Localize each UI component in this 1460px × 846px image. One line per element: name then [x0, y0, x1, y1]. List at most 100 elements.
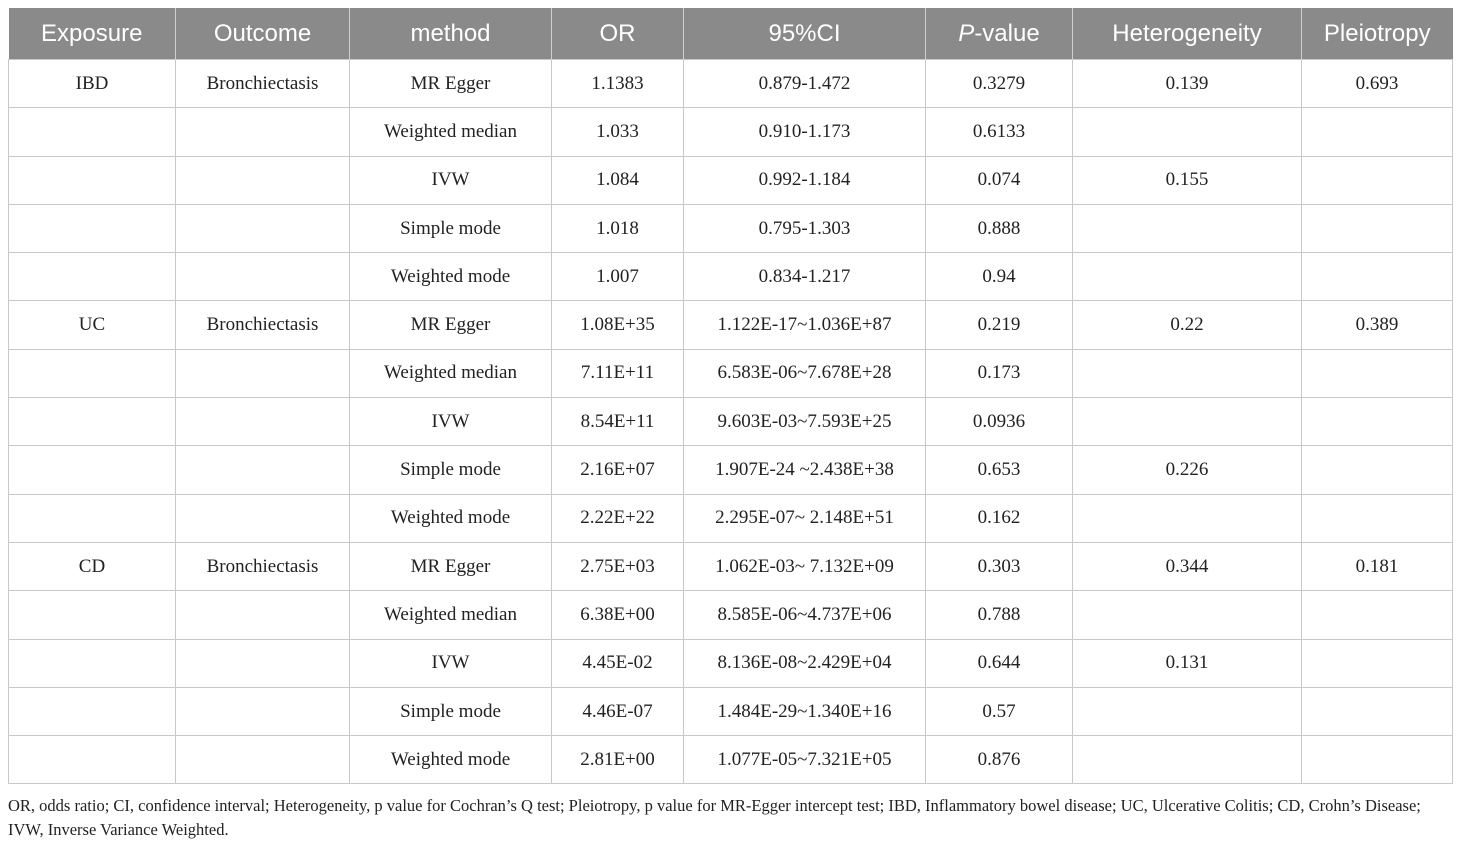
cell-het: 0.344 [1072, 541, 1302, 592]
cell-ci: 0.879-1.472 [683, 58, 926, 109]
cell-or: 2.81E+00 [551, 735, 684, 785]
cell-het [1072, 493, 1302, 543]
cell-exposure [8, 203, 176, 254]
cell-pleio [1301, 203, 1453, 254]
results-table-container: Exposure Outcome method OR 95%CI P-value… [8, 8, 1453, 842]
table-row: IVW 4.45E-02 8.136E-08~2.429E+04 0.644 0.131 [8, 638, 1453, 688]
cell-outcome [175, 155, 350, 205]
cell-or: 1.033 [551, 107, 684, 157]
header-p-italic: P [958, 19, 975, 47]
cell-method: IVW [349, 397, 552, 447]
cell-method: IVW [349, 155, 552, 205]
cell-exposure [8, 107, 176, 157]
cell-method: Simple mode [349, 203, 552, 254]
cell-het: 0.139 [1072, 58, 1302, 109]
cell-exposure [8, 348, 176, 399]
cell-pleio: 0.389 [1301, 300, 1453, 350]
cell-ci: 0.910-1.173 [683, 107, 926, 157]
cell-exposure [8, 445, 176, 495]
cell-pleio: 0.693 [1301, 58, 1453, 109]
cell-ci: 1.122E-17~1.036E+87 [683, 300, 926, 350]
cell-exposure [8, 397, 176, 447]
cell-outcome: Bronchiectasis [175, 300, 350, 350]
cell-ci: 1.907E-24 ~2.438E+38 [683, 445, 926, 495]
cell-outcome [175, 590, 350, 640]
cell-method: Weighted median [349, 590, 552, 640]
cell-exposure [8, 735, 176, 785]
cell-exposure [8, 590, 176, 640]
cell-or: 4.46E-07 [551, 686, 684, 737]
cell-p: 0.94 [925, 252, 1073, 302]
table-row: UC Bronchiectasis MR Egger 1.08E+35 1.122E-1… [8, 300, 1453, 350]
header-p-value: P-value [925, 8, 1073, 60]
cell-method: Simple mode [349, 445, 552, 495]
cell-exposure [8, 493, 176, 543]
table-row: Weighted median 6.38E+00 8.585E-06~4.737E+… [8, 590, 1453, 640]
header-p-rest: -value [974, 19, 1040, 47]
cell-het: 0.131 [1072, 638, 1302, 688]
cell-p: 0.162 [925, 493, 1073, 543]
cell-ci: 8.585E-06~4.737E+06 [683, 590, 926, 640]
header-outcome: Outcome [175, 8, 350, 60]
table-footnote: OR, odds ratio; CI, confidence interval;… [8, 796, 1421, 840]
cell-p: 0.219 [925, 300, 1073, 350]
cell-pleio [1301, 445, 1453, 495]
table-row: Simple mode 2.16E+07 1.907E-24 ~2.438E+38 0… [8, 445, 1453, 495]
cell-outcome [175, 397, 350, 447]
mr-results-table: Exposure Outcome method OR 95%CI P-value… [8, 8, 1453, 785]
cell-pleio [1301, 686, 1453, 737]
table-row: Weighted median 7.11E+11 6.583E-06~7.678E+… [8, 348, 1453, 399]
cell-or: 1.08E+35 [551, 300, 684, 350]
cell-or: 1.1383 [551, 58, 684, 109]
cell-pleio [1301, 348, 1453, 399]
cell-method: Weighted mode [349, 252, 552, 302]
cell-exposure [8, 638, 176, 688]
cell-exposure: UC [8, 300, 176, 350]
cell-het: 0.155 [1072, 155, 1302, 205]
cell-method: Weighted mode [349, 735, 552, 785]
cell-p: 0.888 [925, 203, 1073, 254]
cell-method: MR Egger [349, 58, 552, 109]
cell-ci: 1.484E-29~1.340E+16 [683, 686, 926, 737]
cell-ci: 9.603E-03~7.593E+25 [683, 397, 926, 447]
cell-het [1072, 107, 1302, 157]
cell-p: 0.303 [925, 541, 1073, 592]
table-row: IBD Bronchiectasis MR Egger 1.1383 0.879-1.4… [8, 58, 1453, 109]
cell-or: 1.007 [551, 252, 684, 302]
cell-p: 0.074 [925, 155, 1073, 205]
cell-ci: 1.077E-05~7.321E+05 [683, 735, 926, 785]
cell-p: 0.3279 [925, 58, 1073, 109]
cell-ci: 6.583E-06~7.678E+28 [683, 348, 926, 399]
cell-exposure [8, 686, 176, 737]
cell-exposure: IBD [8, 58, 176, 109]
cell-het [1072, 348, 1302, 399]
cell-method: MR Egger [349, 541, 552, 592]
table-header: Exposure Outcome method OR 95%CI P-value… [8, 8, 1453, 60]
table-row: CD Bronchiectasis MR Egger 2.75E+03 1.062E-0… [8, 541, 1453, 592]
cell-pleio [1301, 590, 1453, 640]
cell-het [1072, 203, 1302, 254]
cell-het [1072, 686, 1302, 737]
cell-outcome [175, 445, 350, 495]
cell-method: Weighted median [349, 348, 552, 399]
header-or: OR [551, 8, 684, 60]
cell-or: 1.018 [551, 203, 684, 254]
cell-outcome [175, 348, 350, 399]
table-row: Weighted mode 1.007 0.834-1.217 0.94 [8, 252, 1453, 302]
cell-pleio [1301, 638, 1453, 688]
cell-outcome [175, 686, 350, 737]
table-row: Weighted mode 2.81E+00 1.077E-05~7.321E+05… [8, 735, 1453, 785]
cell-method: Weighted mode [349, 493, 552, 543]
cell-or: 6.38E+00 [551, 590, 684, 640]
cell-or: 7.11E+11 [551, 348, 684, 399]
cell-or: 2.75E+03 [551, 541, 684, 592]
cell-outcome [175, 203, 350, 254]
cell-het [1072, 590, 1302, 640]
header-method: method [349, 8, 552, 60]
table-row: IVW 1.084 0.992-1.184 0.074 0.155 [8, 155, 1453, 205]
header-pleiotropy: Pleiotropy [1301, 8, 1453, 60]
cell-pleio [1301, 397, 1453, 447]
header-heterogeneity: Heterogeneity [1072, 8, 1302, 60]
cell-p: 0.0936 [925, 397, 1073, 447]
cell-pleio [1301, 735, 1453, 785]
